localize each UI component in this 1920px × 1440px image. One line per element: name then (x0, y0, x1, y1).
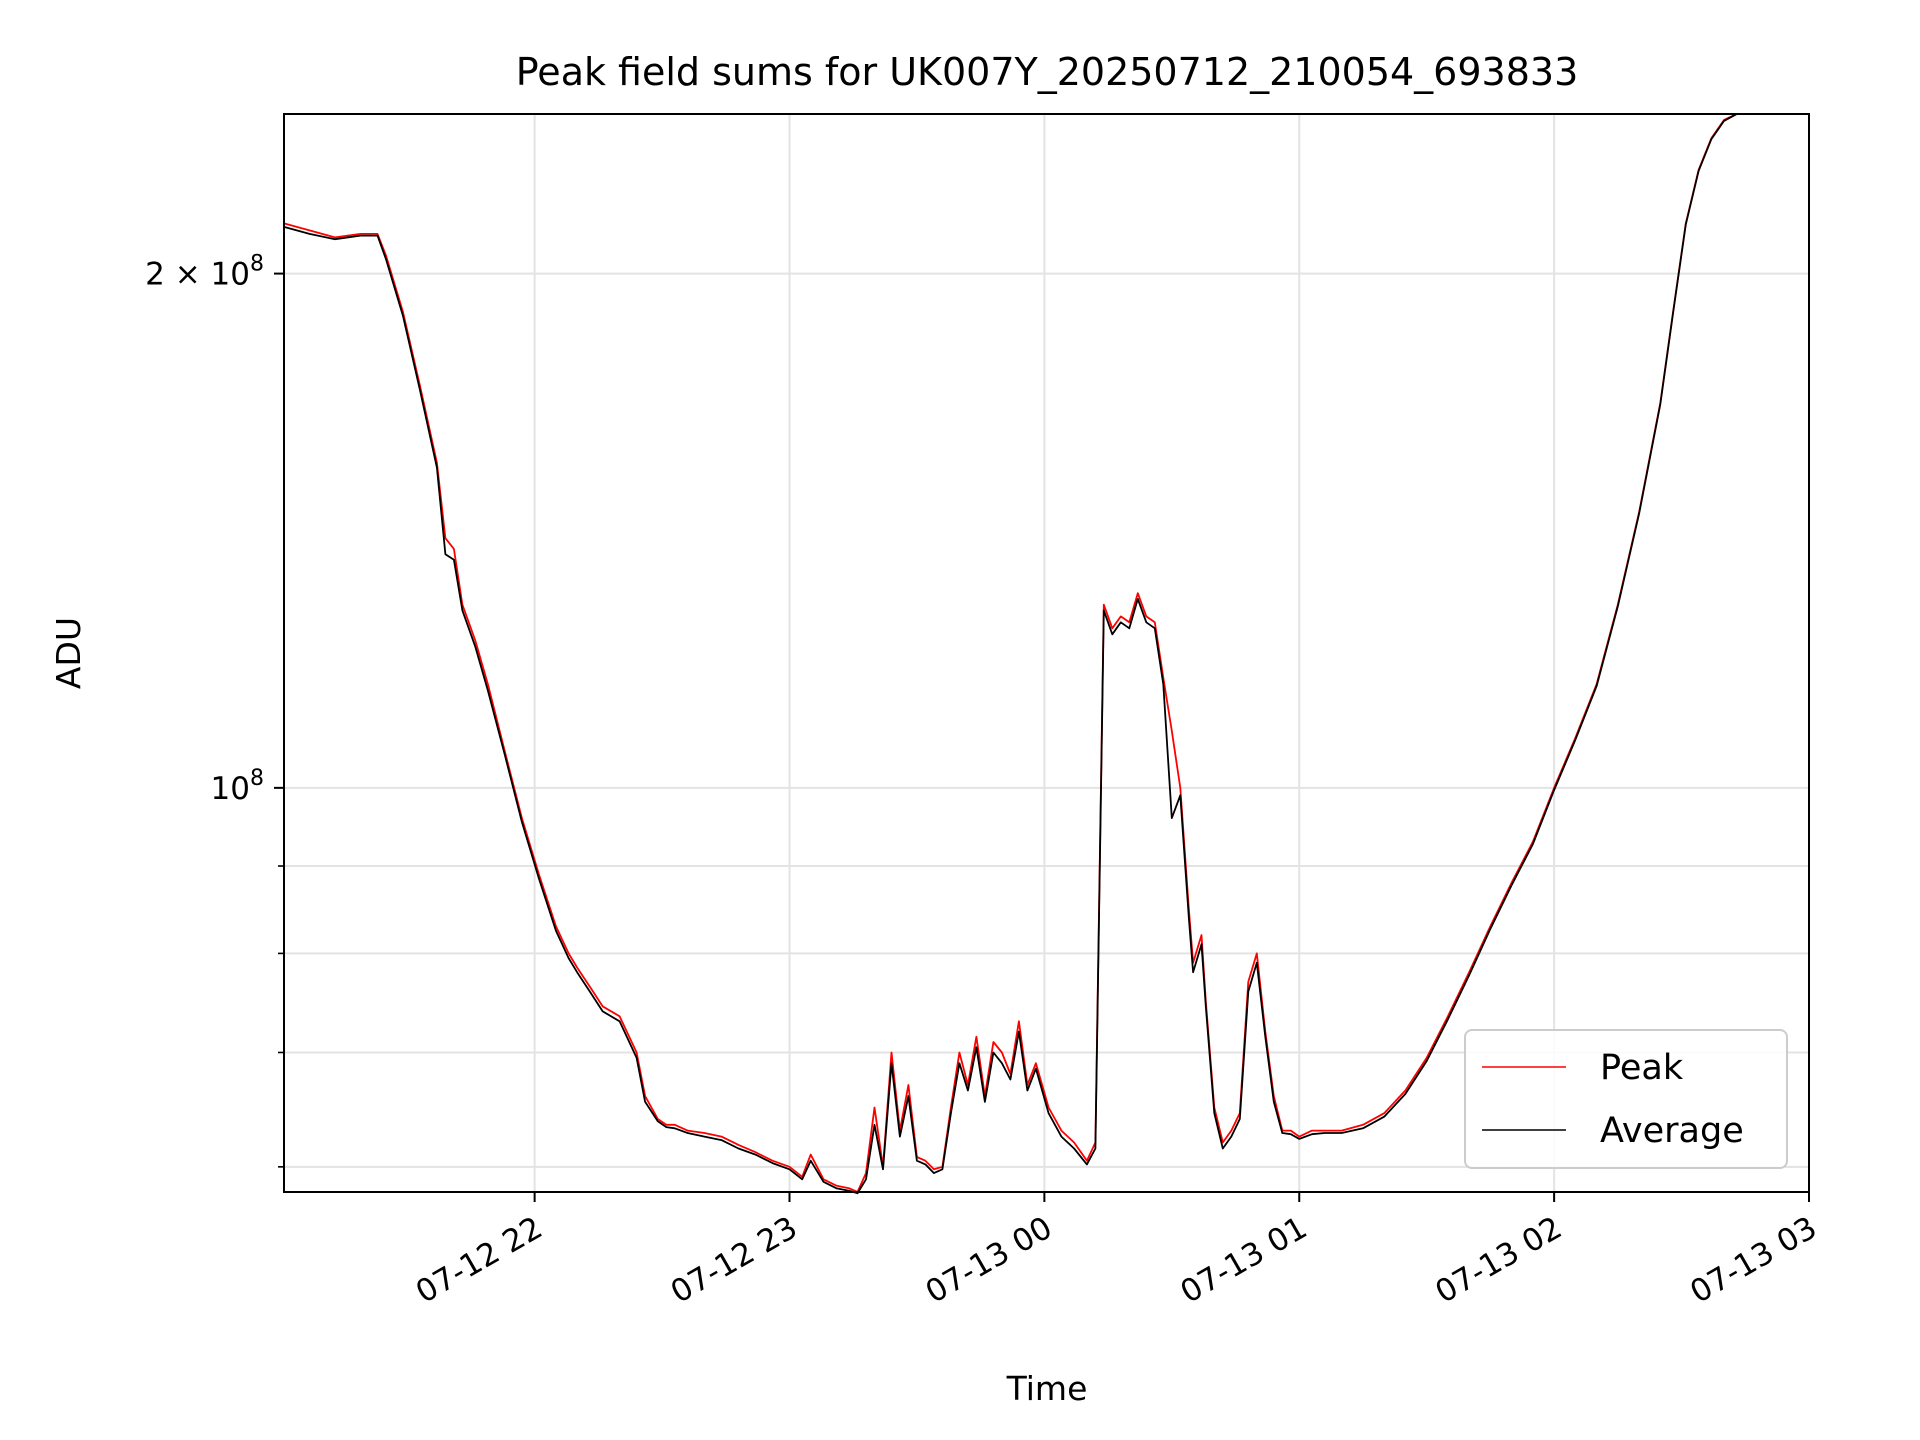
legend-box (1464, 1029, 1788, 1169)
legend-label-average: Average (1600, 1111, 1744, 1151)
chart-title: Peak field sums for UK007Y_20250712_2100… (516, 50, 1579, 94)
y-tick-label: 108 (211, 766, 264, 807)
x-axis-label: Time (1006, 1369, 1088, 1408)
legend-label-peak: Peak (1600, 1048, 1684, 1088)
y-axis-ticks: 2 × 108 108 (145, 252, 284, 1168)
plot-area-frame (283, 113, 1810, 1193)
y-tick-label: 2 × 108 (145, 252, 264, 293)
legend: Peak Average (1464, 1029, 1788, 1169)
series-line-average (283, 113, 1738, 1195)
y-axis-label: ADU (49, 617, 88, 689)
series-line-peak (283, 113, 1738, 1193)
series-layer (283, 113, 1738, 1195)
